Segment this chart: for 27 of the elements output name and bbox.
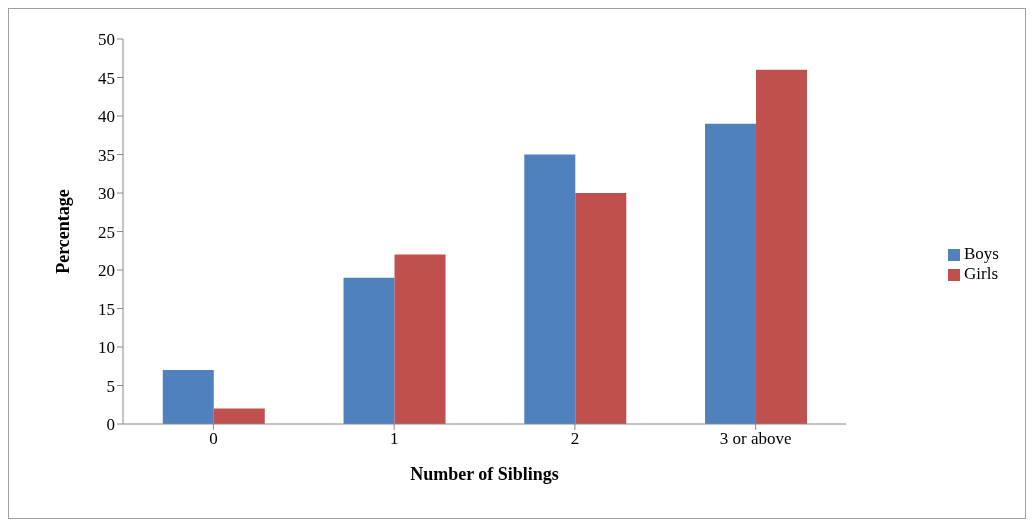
bar [162,370,214,424]
y-axis-title: Percentage [53,189,74,274]
bar [213,408,265,424]
y-tick-label: 25 [98,222,115,242]
y-tick-label: 10 [98,338,115,358]
x-tick-label: 3 or above [719,429,792,449]
x-tick-label: 2 [570,429,580,449]
y-tick-label: 30 [98,184,115,204]
legend-label: Boys [964,243,999,263]
y-tick-label: 40 [98,107,115,127]
bar [705,123,757,424]
bar [394,254,446,424]
bar [343,277,395,424]
bar [575,193,627,424]
bar [524,154,576,424]
y-tick-label: 35 [98,145,115,165]
bar [756,69,808,424]
x-tick-label: 1 [389,429,399,449]
y-tick-label: 5 [106,376,115,396]
y-tick-label: 0 [106,415,115,435]
y-tick-label: 50 [98,30,115,50]
y-tick-label: 20 [98,261,115,281]
legend-label: Girls [964,263,999,283]
y-tick-label: 15 [98,299,115,319]
y-tick-label: 45 [98,68,115,88]
x-axis-title: Number of Siblings [410,464,559,484]
x-tick-label: 0 [209,429,218,449]
